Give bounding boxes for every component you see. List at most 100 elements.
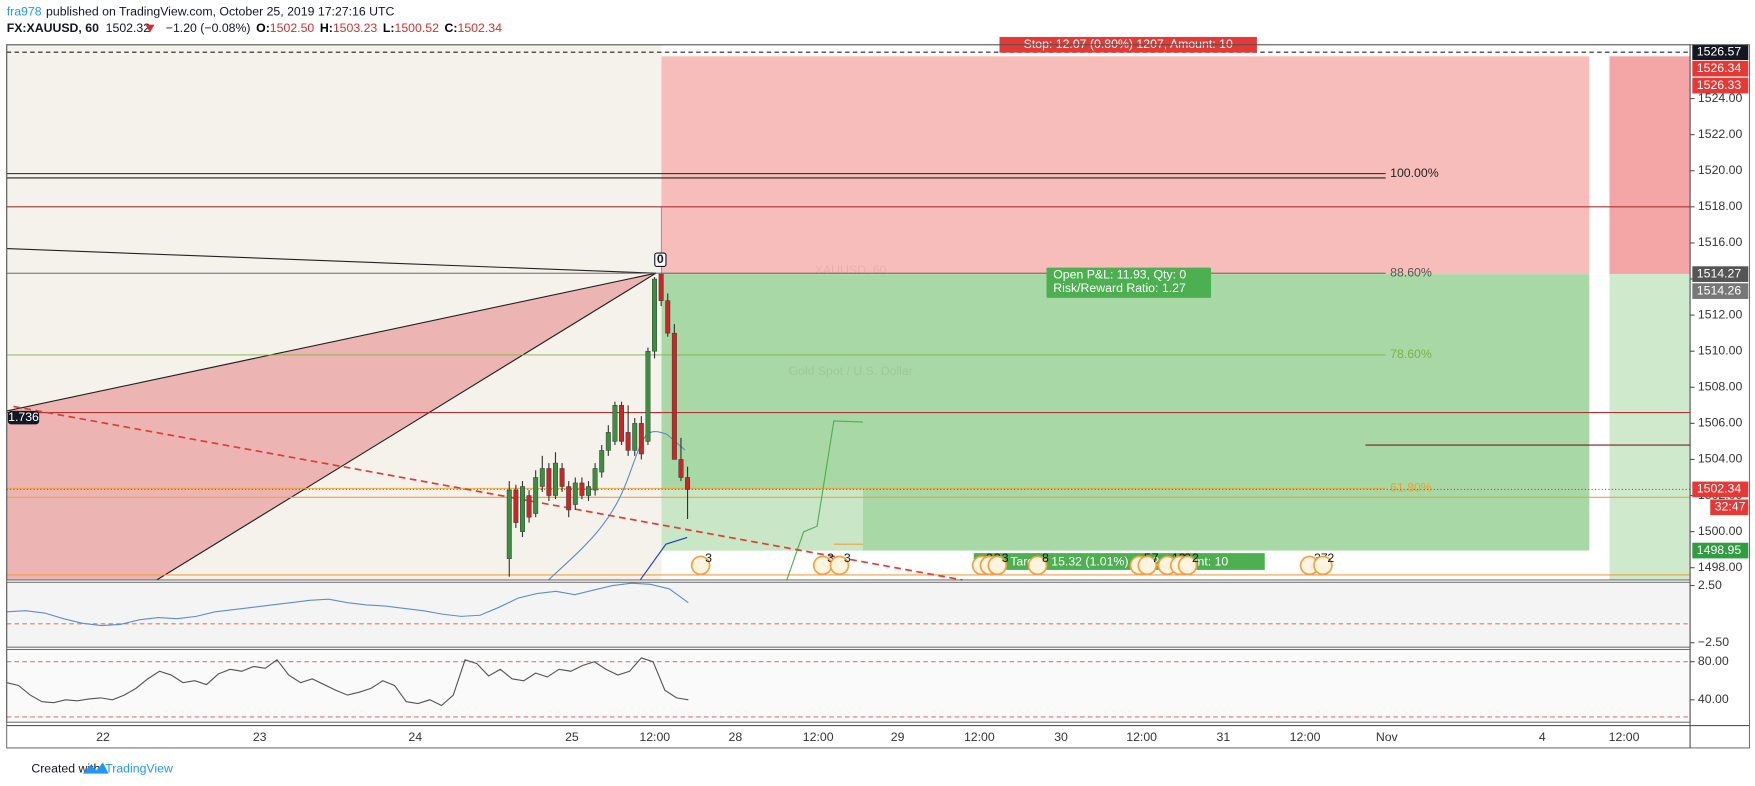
candle-body	[586, 486, 591, 496]
c-label: C:	[445, 21, 458, 35]
candle-body	[605, 432, 611, 451]
footer-brand[interactable]: TradingView	[105, 761, 173, 775]
candle-body	[645, 350, 651, 442]
event-count[interactable]: 7	[1152, 551, 1159, 565]
price-tag-label: 1514.27	[1697, 266, 1742, 280]
fib-label: 88.60%	[1390, 265, 1432, 279]
y-tick-label: 1510.00	[1698, 343, 1743, 357]
y-tick-label: 1518.00	[1698, 199, 1743, 213]
h: 1503.23	[333, 21, 378, 35]
annotation: 1.736	[8, 410, 39, 424]
event-icon	[1313, 555, 1333, 576]
fib-label: 100.00%	[1390, 166, 1439, 180]
candle-body	[559, 468, 565, 487]
x-tick-label: 23	[253, 730, 267, 744]
x-tick-label: 22	[96, 730, 110, 744]
fib-label: 61.80%	[1390, 481, 1432, 495]
candle-body	[619, 405, 624, 442]
x-tick-label: Nov	[1376, 730, 1399, 744]
event-count[interactable]: 3	[844, 551, 851, 565]
candle-body	[658, 273, 664, 301]
rsi-bg	[6, 649, 1691, 723]
event-icon	[690, 555, 711, 576]
price-tag-label: 1502.34	[1697, 482, 1742, 496]
price-tag-label: 1526.34	[1697, 61, 1742, 75]
y-tick-label: 1520.00	[1698, 163, 1743, 177]
candle-body	[592, 468, 598, 491]
author[interactable]: fra978	[7, 5, 42, 19]
x-tick-label: 30	[1054, 730, 1068, 744]
published: published on TradingView.com, October 25…	[46, 5, 394, 19]
x-tick-label: 24	[408, 730, 422, 744]
x-tick-label: 12:00	[1290, 730, 1321, 744]
candle-body	[520, 486, 525, 532]
y-tick-label: 40.00	[1698, 692, 1729, 706]
x-tick-label: 12:00	[803, 730, 834, 744]
price-tag	[1692, 266, 1749, 282]
indicator-line	[6, 582, 689, 627]
symbol: FX:XAUUSD, 60	[7, 21, 99, 35]
countdown-tag	[1710, 499, 1749, 516]
event-count[interactable]: 3	[827, 551, 834, 565]
candle-body	[678, 459, 684, 478]
footer-text: Created with	[31, 761, 100, 775]
y-tick-label: 1506.00	[1698, 416, 1743, 430]
y-tick-label: 1504.00	[1698, 452, 1743, 466]
y-tick-label: −2.50	[1698, 635, 1729, 649]
y-tick-label: 1516.00	[1698, 235, 1743, 249]
price-tag	[1692, 60, 1749, 77]
countdown: 32:47	[1715, 500, 1746, 514]
dashed-trend	[13, 405, 963, 581]
candle-body	[671, 332, 677, 460]
fib-label: 78.60%	[1390, 347, 1432, 361]
indicator-panes	[6, 582, 1691, 723]
event-count[interactable]: 3	[1002, 551, 1009, 565]
candle-body	[652, 278, 658, 352]
x-tick-label: 12:00	[1609, 730, 1640, 744]
pane-frame	[6, 44, 1750, 749]
projection	[786, 420, 863, 581]
down-arrow	[145, 24, 155, 33]
change: −1.20 (−0.08%)	[166, 21, 251, 35]
y-tick-label: 1512.00	[1698, 307, 1743, 321]
event-count[interactable]: 8	[1042, 551, 1049, 565]
l-label: L:	[383, 21, 395, 35]
rr-label: Risk/Reward Ratio: 1.27	[1053, 281, 1186, 295]
y-tick-label: 1524.00	[1698, 91, 1743, 105]
x-tick-label: 31	[1217, 730, 1231, 744]
candle-body	[612, 405, 618, 442]
header-line-1: fra978 published on TradingView.com, Octo…	[7, 5, 395, 19]
event-icon	[1027, 555, 1048, 576]
x-tick-label: 12:00	[964, 730, 995, 744]
price-tag-label: 1526.57	[1697, 44, 1742, 58]
candle-body	[665, 300, 671, 334]
triangle-drawing	[6, 273, 656, 580]
x-tick-label: 29	[891, 730, 905, 744]
trend-line	[6, 272, 657, 412]
pnl-label: Open P&L: 11.93, Qty: 0	[1053, 268, 1186, 282]
candle-body	[553, 462, 558, 496]
o: 1502.50	[270, 21, 315, 35]
candle-body	[579, 482, 585, 496]
candle-body	[685, 477, 691, 490]
event-icon	[1177, 555, 1198, 576]
x-tick-label: 28	[729, 730, 743, 744]
price-tag	[1692, 283, 1749, 299]
event-icon	[987, 555, 1008, 576]
y-tick-label: 80.00	[1698, 654, 1729, 668]
candle-body	[533, 477, 539, 514]
event-count[interactable]: 2	[1327, 551, 1334, 565]
event-count[interactable]: 3	[705, 551, 712, 565]
y-tick-label: 1498.00	[1698, 560, 1743, 574]
indicator-line	[6, 657, 689, 707]
stop-label: Stop: 12.07 (0.80%) 1207, Amount: 10	[1024, 37, 1233, 51]
l: 1500.52	[394, 21, 439, 35]
x-tick-label: 12:00	[1126, 730, 1157, 744]
main-pane: 100.00% 88.60% 78.60% 61.80% XAUUSD, 60 Gold …	[6, 44, 1691, 581]
target-zone-right	[1609, 274, 1691, 580]
candle-body	[625, 432, 631, 451]
y-tick-label: 1522.00	[1698, 127, 1743, 141]
event-icon	[1137, 555, 1158, 576]
event-count[interactable]: 2	[1192, 551, 1199, 565]
